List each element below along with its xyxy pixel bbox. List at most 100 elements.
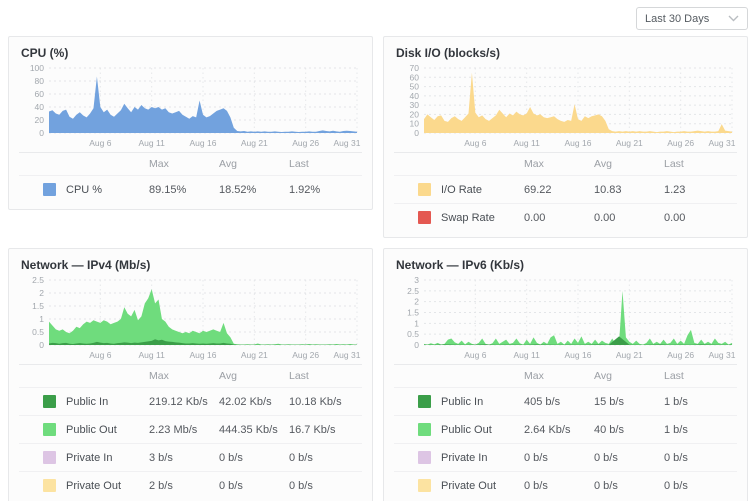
svg-text:80: 80 bbox=[35, 76, 45, 86]
svg-text:Aug 31: Aug 31 bbox=[334, 138, 361, 148]
legend-col-avg: Avg bbox=[594, 370, 612, 382]
series-last: 0.00 bbox=[664, 211, 686, 224]
legend-row-public-in: Public In 219.12 Kb/s 42.02 Kb/s 10.18 K… bbox=[19, 387, 362, 415]
svg-text:Aug 6: Aug 6 bbox=[89, 138, 111, 148]
legend-col-last: Last bbox=[664, 370, 684, 382]
svg-text:2.5: 2.5 bbox=[32, 275, 44, 285]
legend-row-private-out: Private Out 0 b/s 0 b/s 0 b/s bbox=[394, 471, 737, 499]
io-rate-swatch bbox=[418, 183, 431, 196]
series-avg: 0 b/s bbox=[594, 451, 618, 464]
legend-col-last: Last bbox=[664, 158, 684, 170]
public-in-swatch bbox=[418, 395, 431, 408]
swap-rate-swatch bbox=[418, 211, 431, 224]
series-max: 0.00 bbox=[524, 211, 546, 224]
svg-text:Aug 26: Aug 26 bbox=[667, 350, 694, 360]
series-label: CPU % bbox=[66, 183, 103, 196]
series-avg: 0.00 bbox=[594, 211, 616, 224]
series-last: 1 b/s bbox=[664, 423, 688, 436]
legend-col-avg: Avg bbox=[594, 158, 612, 170]
series-avg: 15 b/s bbox=[594, 395, 624, 408]
legend-header-row: Max Avg Last bbox=[19, 152, 362, 175]
svg-text:Aug 31: Aug 31 bbox=[709, 350, 736, 360]
svg-text:Aug 31: Aug 31 bbox=[334, 350, 361, 360]
svg-text:40: 40 bbox=[410, 91, 420, 101]
panels-grid: CPU (%) Aug 6 Aug 11 Aug 16 Aug 21 Aug 26 Aug… bbox=[8, 36, 748, 501]
series-max: 89.15% bbox=[149, 183, 187, 196]
series-label: Private In bbox=[66, 451, 113, 464]
cpu-panel-title: CPU (%) bbox=[21, 46, 69, 60]
svg-text:Aug 6: Aug 6 bbox=[464, 138, 486, 148]
series-avg: 42.02 Kb/s bbox=[219, 395, 272, 408]
svg-text:Aug 11: Aug 11 bbox=[514, 138, 541, 148]
series-label: Private In bbox=[441, 451, 488, 464]
time-range-value: Last 30 Days bbox=[645, 12, 710, 25]
series-label: Swap Rate bbox=[441, 211, 495, 224]
series-max: 0 b/s bbox=[524, 451, 548, 464]
svg-text:Aug 16: Aug 16 bbox=[565, 138, 592, 148]
series-last: 16.7 Kb/s bbox=[289, 423, 336, 436]
legend-header-row: Max Avg Last bbox=[19, 364, 362, 387]
svg-text:3: 3 bbox=[414, 275, 419, 285]
legend-row-private-in: Private In 3 b/s 0 b/s 0 b/s bbox=[19, 443, 362, 471]
legend-row-public-out: Public Out 2.64 Kb/s 40 b/s 1 b/s bbox=[394, 415, 737, 443]
time-range-dropdown[interactable]: Last 30 Days bbox=[636, 7, 748, 30]
svg-text:Aug 21: Aug 21 bbox=[616, 350, 643, 360]
legend-header-row: Max Avg Last bbox=[394, 152, 737, 175]
svg-text:2: 2 bbox=[39, 288, 44, 298]
svg-text:Aug 31: Aug 31 bbox=[709, 138, 736, 148]
svg-text:Aug 11: Aug 11 bbox=[139, 350, 166, 360]
svg-text:50: 50 bbox=[410, 82, 420, 92]
private-in-swatch bbox=[418, 451, 431, 464]
svg-text:Aug 21: Aug 21 bbox=[241, 350, 268, 360]
series-max: 0 b/s bbox=[524, 479, 548, 492]
series-last: 1.23 bbox=[664, 183, 686, 196]
network-ipv6-chart: Aug 6 Aug 11 Aug 16 Aug 21 Aug 26 Aug 3100.51… bbox=[407, 275, 736, 360]
legend-row-private-out: Private Out 2 b/s 0 b/s 0 b/s bbox=[19, 471, 362, 499]
series-avg: 0 b/s bbox=[219, 451, 243, 464]
public-out-swatch bbox=[43, 423, 56, 436]
chevron-down-icon bbox=[728, 15, 739, 22]
svg-text:100: 100 bbox=[30, 63, 44, 73]
network-ipv6-legend: Max Avg Last Public In 405 b/s 15 b/s 1 … bbox=[394, 364, 737, 499]
series-last: 1 b/s bbox=[664, 395, 688, 408]
legend-col-max: Max bbox=[149, 370, 169, 382]
svg-text:70: 70 bbox=[410, 63, 420, 73]
legend-col-avg: Avg bbox=[219, 370, 237, 382]
legend-col-last: Last bbox=[289, 370, 309, 382]
series-max: 3 b/s bbox=[149, 451, 173, 464]
svg-text:0: 0 bbox=[414, 128, 419, 138]
svg-text:Aug 16: Aug 16 bbox=[190, 350, 217, 360]
network-ipv4-panel: Network — IPv4 (Mb/s) Aug 6 Aug 11 Aug 16 A… bbox=[8, 248, 373, 501]
legend-row-io-rate: I/O Rate 69.22 10.83 1.23 bbox=[394, 175, 737, 203]
svg-text:Aug 26: Aug 26 bbox=[292, 138, 319, 148]
series-max: 2.23 Mb/s bbox=[149, 423, 198, 436]
svg-text:1.5: 1.5 bbox=[407, 308, 419, 318]
series-last: 0 b/s bbox=[664, 451, 688, 464]
series-label: I/O Rate bbox=[441, 183, 482, 196]
cpu-series-swatch bbox=[43, 183, 56, 196]
series-last: 0 b/s bbox=[289, 479, 313, 492]
disk-io-panel: Disk I/O (blocks/s) Aug 6 Aug 11 Aug 16 Aug… bbox=[383, 36, 748, 238]
network-ipv4-legend: Max Avg Last Public In 219.12 Kb/s 42.02… bbox=[19, 364, 362, 499]
svg-text:2.5: 2.5 bbox=[407, 286, 419, 296]
disk-io-legend: Max Avg Last I/O Rate 69.22 10.83 1.23 S… bbox=[394, 152, 737, 231]
legend-col-avg: Avg bbox=[219, 158, 237, 170]
svg-text:60: 60 bbox=[35, 89, 45, 99]
private-in-swatch bbox=[43, 451, 56, 464]
legend-header-row: Max Avg Last bbox=[394, 364, 737, 387]
svg-text:1: 1 bbox=[39, 314, 44, 324]
series-avg: 444.35 Kb/s bbox=[219, 423, 278, 436]
series-max: 69.22 bbox=[524, 183, 552, 196]
series-max: 2 b/s bbox=[149, 479, 173, 492]
series-max: 2.64 Kb/s bbox=[524, 423, 571, 436]
cpu-legend: Max Avg Last CPU % 89.15% 18.52% 1.92% bbox=[19, 152, 362, 203]
legend-row-public-out: Public Out 2.23 Mb/s 444.35 Kb/s 16.7 Kb… bbox=[19, 415, 362, 443]
svg-text:Aug 26: Aug 26 bbox=[292, 350, 319, 360]
cpu-chart: Aug 6 Aug 11 Aug 16 Aug 21 Aug 26 Aug 31 0 20 40… bbox=[30, 63, 361, 148]
svg-text:10: 10 bbox=[410, 119, 420, 129]
cpu-panel: CPU (%) Aug 6 Aug 11 Aug 16 Aug 21 Aug 26 Aug… bbox=[8, 36, 373, 210]
series-label: Public Out bbox=[441, 423, 492, 436]
svg-text:Aug 16: Aug 16 bbox=[565, 350, 592, 360]
legend-col-last: Last bbox=[289, 158, 309, 170]
